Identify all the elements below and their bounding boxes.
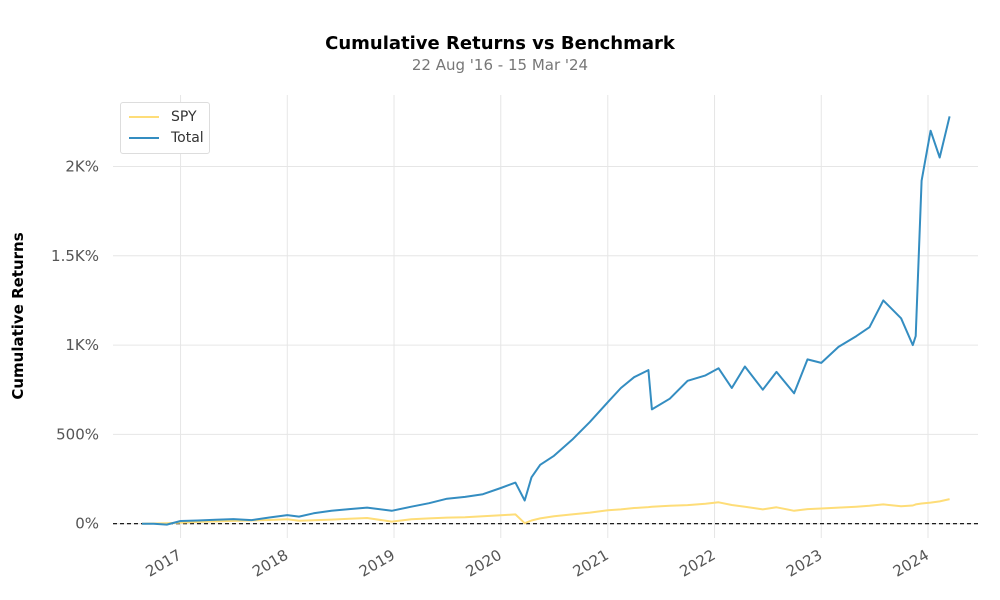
series-line-total [142, 116, 951, 526]
legend-label-total: Total [171, 130, 204, 146]
x-tick-label: 2024 [890, 546, 932, 581]
series-line-spy [141, 498, 950, 525]
chart-legend: SPY Total [120, 102, 210, 154]
x-tick-label: 2018 [249, 546, 291, 581]
x-tick-label: 2023 [783, 546, 825, 581]
grid-lines [113, 95, 978, 538]
y-tick-labels: 0% 500% 1K% 1.5K% 2K% [51, 157, 99, 532]
chart-subtitle: 22 Aug '16 - 15 Mar '24 [411, 56, 589, 74]
series-layer [141, 116, 951, 526]
legend-label-spy: SPY [171, 109, 197, 125]
y-tick-label: 0% [75, 515, 99, 533]
legend-swatch-spy [129, 116, 159, 118]
x-tick-label: 2020 [463, 546, 505, 581]
y-tick-label: 1.5K% [51, 247, 99, 265]
legend-item-spy: SPY [129, 107, 197, 127]
chart-title: Cumulative Returns vs Benchmark [325, 33, 675, 54]
legend-item-total: Total [129, 128, 204, 148]
y-tick-label: 1K% [65, 336, 99, 354]
x-tick-label: 2019 [356, 546, 398, 581]
x-tick-label: 2021 [570, 546, 612, 581]
x-tick-label: 2022 [676, 546, 718, 581]
y-tick-label: 500% [56, 425, 99, 443]
x-tick-label: 2017 [142, 546, 184, 581]
x-tick-labels: 2017 2018 2019 2020 2021 2022 2023 2024 [142, 546, 932, 581]
legend-swatch-total [129, 137, 159, 139]
y-tick-label: 2K% [65, 157, 99, 175]
